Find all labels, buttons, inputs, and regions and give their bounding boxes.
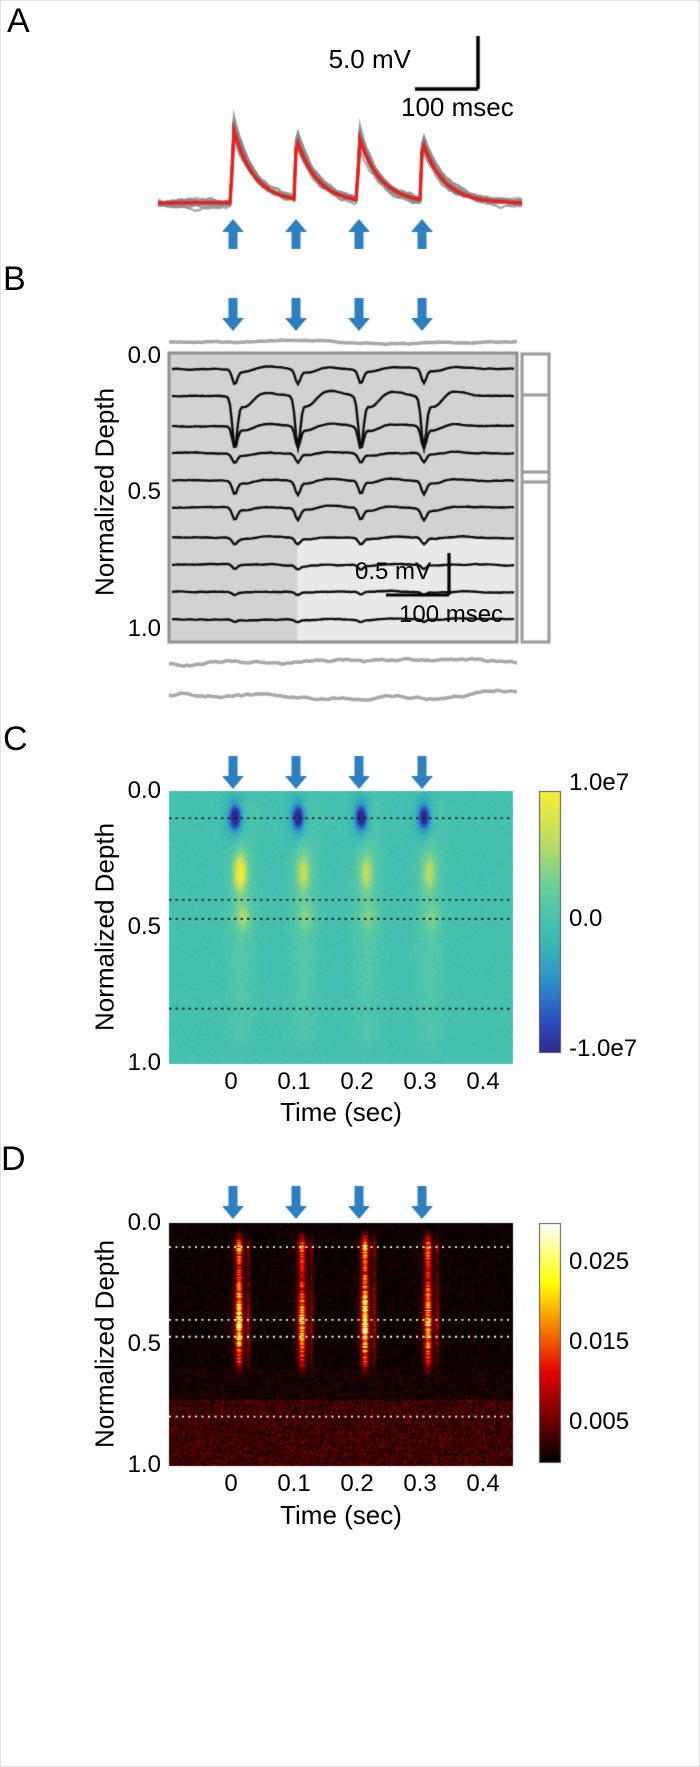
panel-d-ytick-2: 1.0 <box>127 1451 161 1478</box>
panel-c-colorbar-tick-max: 1.0e7 <box>569 769 630 796</box>
panel-a-scalebar-time-label: 100 msec <box>401 92 514 122</box>
panel-b-scalebar-voltage-label: 0.5 mV <box>354 558 431 585</box>
panel-c-xtick-1: 0.1 <box>277 1068 311 1095</box>
panel-a-label: A <box>7 2 30 40</box>
panel-c-xtick-4: 0.4 <box>466 1068 500 1095</box>
panel-d-colorbar-tick-mid: 0.015 <box>569 1328 630 1355</box>
panel-c-ytick-0: 0.0 <box>127 777 161 804</box>
panel-d-xtick-4: 0.4 <box>466 1470 500 1497</box>
panel-b-ytick-2: 1.0 <box>127 615 161 642</box>
panel-c-label: C <box>3 720 28 758</box>
panel-d-colorbar-tick-max: 0.025 <box>569 1248 630 1275</box>
panel-c-xtick-2: 0.2 <box>340 1068 374 1095</box>
panel-c-colorbar-tick-min: -1.0e7 <box>569 1035 638 1062</box>
panel-a-scalebar-voltage-label: 5.0 mV <box>328 44 411 74</box>
panel-d-xtick-2: 0.2 <box>340 1470 374 1497</box>
panel-c-xlabel: Time (sec) <box>280 1097 402 1127</box>
panel-d-ytick-0: 0.0 <box>127 1209 161 1236</box>
panel-b-ytick-1: 0.5 <box>127 478 161 505</box>
panel-b-label: B <box>3 260 26 298</box>
panel-d-colorbar-tick-min: 0.005 <box>569 1408 630 1435</box>
panel-b-ytick-0: 0.0 <box>127 342 161 369</box>
panel-d-label: D <box>1 1140 26 1178</box>
panel-d-xtick-3: 0.3 <box>403 1470 437 1497</box>
panel-b-scalebar-time-label: 100 msec <box>399 601 504 628</box>
panel-c-xtick-3: 0.3 <box>403 1068 437 1095</box>
panel-c-ytick-2: 1.0 <box>127 1049 161 1076</box>
panel-c-xtick-0: 0 <box>224 1068 238 1095</box>
panel-d-xtick-1: 0.1 <box>277 1470 311 1497</box>
panel-d-ytick-1: 0.5 <box>127 1330 161 1357</box>
panel-c-colorbar-tick-mid: 0.0 <box>569 905 603 932</box>
panel-d-xtick-0: 0 <box>224 1470 238 1497</box>
panel-d-xlabel: Time (sec) <box>280 1500 402 1530</box>
panel-c-ytick-1: 0.5 <box>127 913 161 940</box>
